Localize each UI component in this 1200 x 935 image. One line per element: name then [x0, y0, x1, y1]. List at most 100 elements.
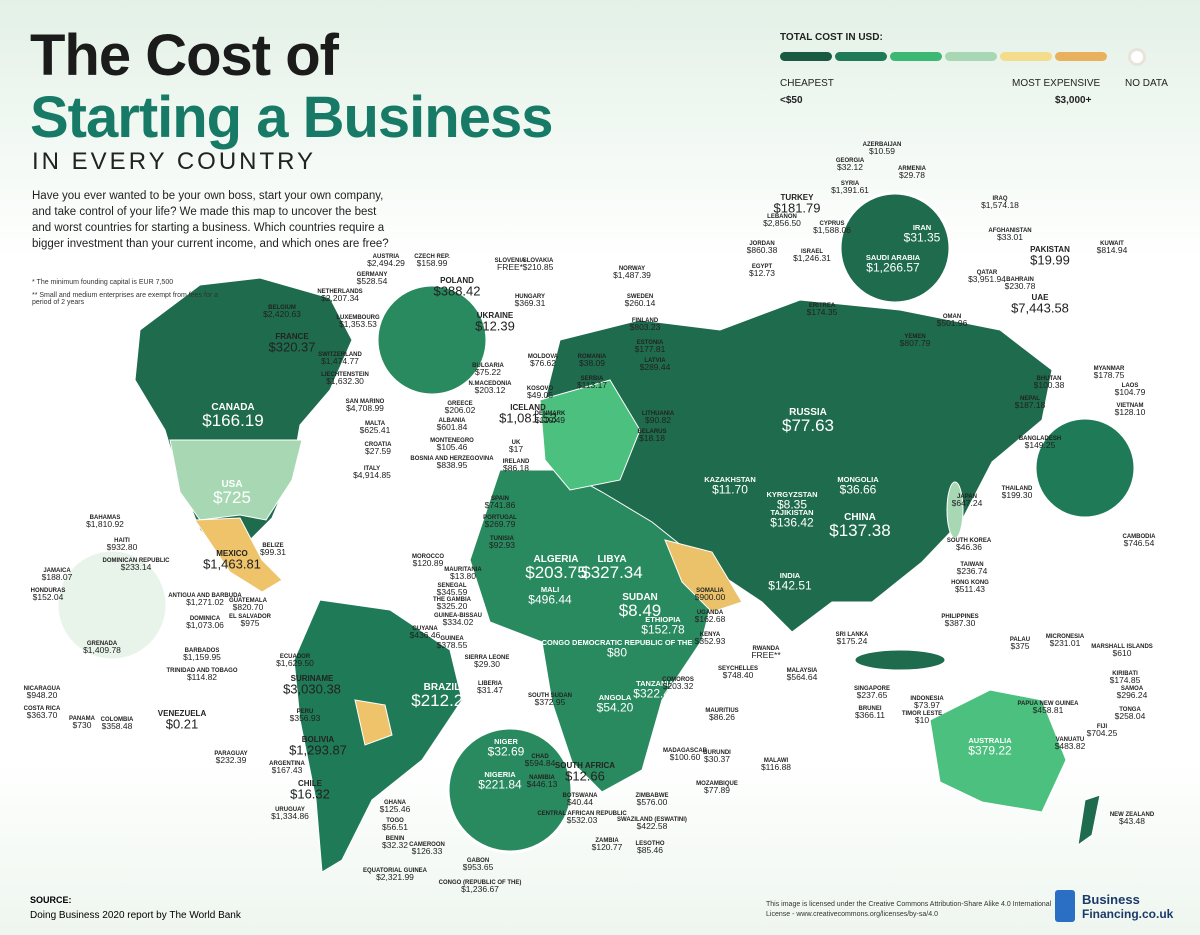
country-cost: $4,914.85: [353, 470, 391, 480]
legend-title: TOTAL COST IN USD:: [780, 32, 883, 43]
title-line1: The Cost of: [30, 23, 339, 88]
country-cost: $100.38: [1034, 380, 1065, 390]
legend-label: CHEAPEST: [780, 78, 834, 89]
country-name: MAURITIUS: [705, 708, 738, 714]
country-name: ERITREA: [809, 303, 836, 309]
country-cost: $40.44: [567, 797, 593, 807]
country-cost: $814.94: [1097, 245, 1128, 255]
country-name: LITHUANIA: [642, 411, 675, 417]
country-name: BHUTAN: [1037, 376, 1062, 382]
country-name: PERU: [297, 709, 314, 715]
country-name: EL SALVADOR: [229, 614, 272, 620]
country-cost: $334.02: [443, 617, 474, 627]
country-name: MONTENEGRO: [430, 438, 474, 444]
source-label: SOURCE:: [30, 895, 72, 905]
country-name: HUNGARY: [515, 294, 545, 300]
country-name: GUINEA-BISSAU: [434, 613, 482, 619]
country-cost: $54.20: [597, 700, 634, 714]
country-name: TAJIKISTAN: [770, 508, 813, 517]
legend-swatch: [945, 52, 997, 61]
country-name: PALAU: [1010, 637, 1030, 643]
country-name: GUATEMALA: [229, 598, 268, 604]
country-name: BULGARIA: [472, 363, 504, 369]
country-name: ZAMBIA: [595, 838, 619, 844]
logo-icon: [1055, 890, 1075, 922]
country-cost: $16.32: [290, 786, 330, 801]
country-cost: $375: [1011, 641, 1030, 651]
country-cost: $511.43: [955, 584, 985, 594]
country-cost: $532.03: [567, 815, 598, 825]
country-name: KAZAKHSTAN: [704, 475, 756, 484]
country-cost: $803.23: [630, 322, 661, 332]
country-name: BOTSWANA: [563, 793, 599, 799]
japan-shape: [946, 481, 964, 539]
country-cost: $741.86: [485, 500, 516, 510]
country-cost: $322.46: [633, 686, 677, 700]
country-name: DOMINICAN REPUBLIC: [103, 558, 171, 564]
country-name: SAUDI ARABIA: [866, 253, 921, 262]
country-name: JAMAICA: [43, 568, 71, 574]
country-name: COSTA RICA: [24, 706, 61, 712]
country-name: KENYA: [700, 632, 721, 638]
country-cost: $43.48: [1119, 816, 1145, 826]
legend-label: MOST EXPENSIVE: [1012, 78, 1101, 89]
country-name: BELIZE: [262, 543, 283, 549]
country-name: INDONESIA: [910, 696, 944, 702]
country-cost: $1,159.95: [183, 652, 221, 662]
legend-scale: [780, 52, 1107, 61]
country-name: ANTIGUA AND BARBUDA: [168, 593, 242, 599]
country-name: MOROCCO: [412, 554, 444, 560]
country-name: CZECH REP.: [414, 254, 450, 260]
country-name: CENTRAL AFRICAN REPUBLIC: [537, 811, 627, 817]
country-cost: $4,708.99: [346, 403, 384, 413]
country-name: THE GAMBIA: [433, 597, 472, 603]
country-cost: $704.25: [1087, 728, 1118, 738]
country-name: NORWAY: [619, 266, 645, 272]
country-cost: $212.27: [411, 691, 472, 710]
country-name: SIERRA LEONE: [465, 655, 510, 661]
country-name: IRAQ: [993, 196, 1008, 202]
country-cost: $29.78: [899, 170, 925, 180]
country-name: ISRAEL: [801, 249, 823, 255]
country-cost: $175.24: [837, 636, 868, 646]
country-name: CYPRUS: [819, 221, 844, 227]
country-cost: $203.75: [525, 563, 586, 582]
country-name: SOUTH KOREA: [947, 538, 992, 544]
country-cost: $2,420.63: [263, 309, 301, 319]
legend-swatch: [1000, 52, 1052, 61]
country-name: TONGA: [1119, 707, 1141, 713]
country-cost: $975: [241, 618, 260, 628]
country-name: LUXEMBOURG: [336, 315, 380, 321]
country-name: CONGO (REPUBLIC OF THE): [439, 880, 522, 886]
country-cost: $203.32: [663, 681, 694, 691]
country-cost: $10: [915, 715, 929, 725]
arabia-shape: [664, 539, 743, 613]
country-name: NAMIBIA: [529, 775, 555, 781]
country-cost: $594.84: [525, 758, 556, 768]
country-name: PORTUGAL: [483, 515, 517, 521]
country-cost: $49.05: [527, 390, 553, 400]
australia: [929, 689, 1067, 813]
country-name: GRENADA: [87, 641, 118, 647]
country-name: SERBIA: [581, 376, 604, 382]
country-name: EQUATORIAL GUINEA: [363, 868, 428, 874]
country-name: SEYCHELLES: [718, 666, 758, 672]
country-cost: $1,463.81: [203, 556, 261, 571]
country-cost: $32.32: [382, 840, 408, 850]
license: This image is licensed under the Creativ…: [766, 901, 1052, 918]
country-cost: $260.14: [625, 298, 656, 308]
country-cost: $345.59: [437, 587, 468, 597]
country-name: EGYPT: [752, 264, 773, 270]
country-name: VENEZUELA: [158, 709, 207, 718]
country-cost: $92.93: [489, 540, 515, 550]
country-name: NETHERLANDS: [317, 289, 362, 295]
country-cost: $230.78: [1005, 281, 1036, 291]
eurasia: [539, 299, 1053, 633]
country-cost: $1,574.18: [981, 200, 1019, 210]
country-cost: $73.97: [914, 700, 940, 710]
country-name: KIRIBATI: [1112, 671, 1138, 677]
new-zealand: [1077, 794, 1101, 847]
country-cost: $149.25: [1025, 440, 1056, 450]
country-name: KYRGYZSTAN: [766, 490, 817, 499]
country-name: GABON: [467, 858, 489, 864]
